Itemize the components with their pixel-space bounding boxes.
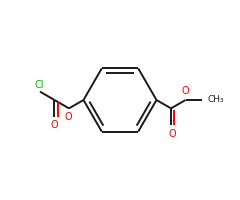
- Text: O: O: [182, 86, 189, 96]
- Text: Cl: Cl: [34, 80, 44, 90]
- Text: CH₃: CH₃: [207, 95, 224, 104]
- Text: O: O: [51, 120, 58, 130]
- Text: O: O: [168, 129, 176, 139]
- Text: O: O: [64, 112, 72, 122]
